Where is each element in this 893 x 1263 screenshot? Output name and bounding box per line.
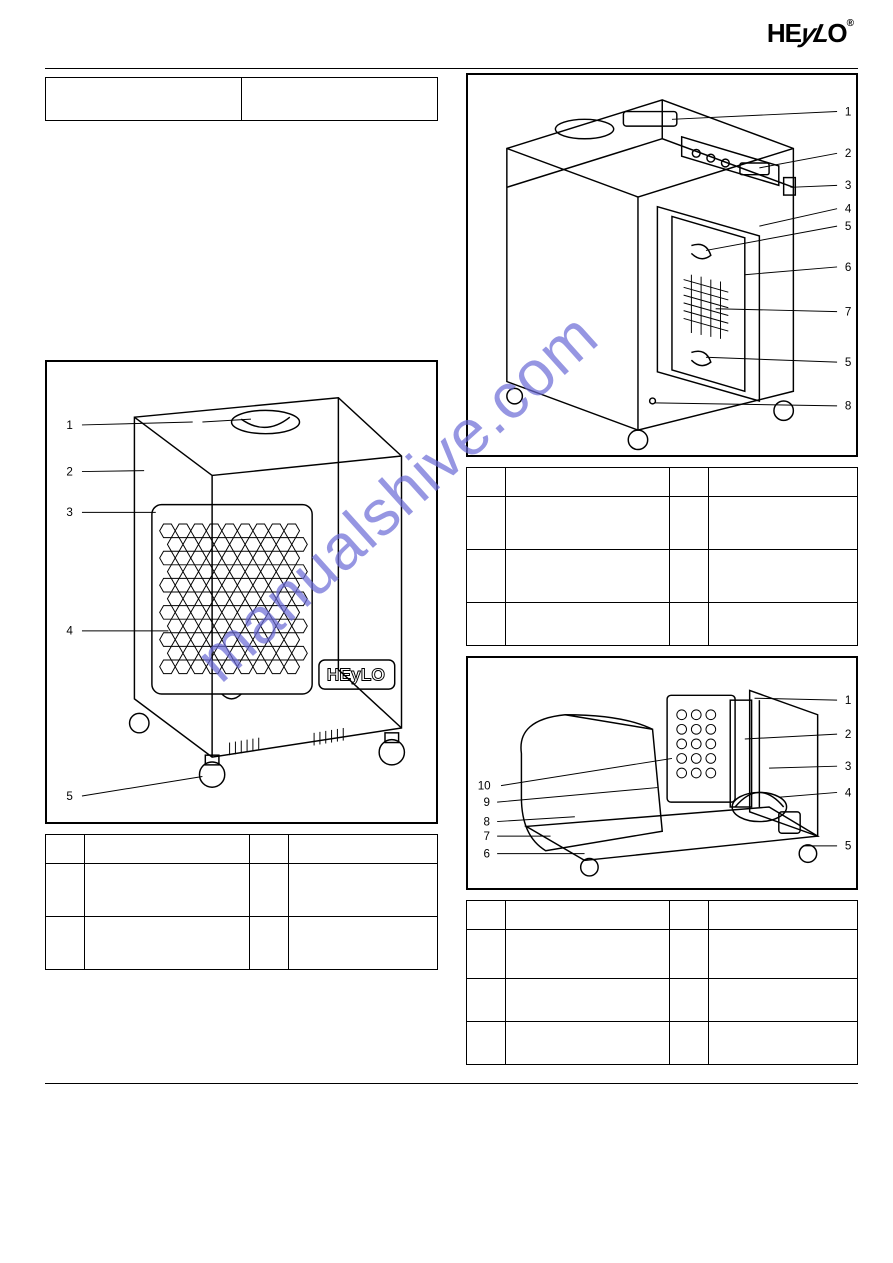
callout-r5b: 5 (844, 356, 850, 369)
table-row (466, 468, 858, 497)
left-column: HEyLO (45, 77, 438, 1065)
callout-o-l8: 8 (483, 815, 489, 828)
callout-1: 1 (66, 419, 72, 432)
table-row (46, 917, 438, 970)
table-row (466, 497, 858, 550)
open-view-svg: 1 2 3 4 5 10 9 8 7 6 (468, 658, 857, 888)
callout-r3: 3 (844, 179, 850, 192)
callout-o-l10: 10 (477, 780, 490, 793)
callout-o-r3: 3 (844, 760, 850, 773)
callout-r5: 5 (844, 220, 850, 233)
parts-table-1 (45, 834, 438, 970)
callout-o-l7: 7 (483, 830, 489, 843)
callout-r2: 2 (844, 147, 850, 160)
trademark-icon: ® (847, 18, 853, 29)
table-row (46, 835, 438, 864)
callout-3: 3 (66, 506, 72, 519)
brand-text-1: HE (767, 18, 801, 48)
callout-r4: 4 (844, 203, 851, 216)
figure-open-view: 1 2 3 4 5 10 9 8 7 6 (466, 656, 859, 890)
table-row (466, 930, 858, 979)
content-columns: HEyLO (45, 77, 858, 1065)
svg-text:HEyLO: HEyLO (327, 664, 385, 684)
rear-view-svg: 1 2 3 4 5 6 7 5 8 (468, 75, 857, 455)
callout-o-r5: 5 (844, 840, 850, 853)
figure-front-view: HEyLO (45, 360, 438, 824)
callout-o-r1: 1 (844, 694, 850, 707)
table-row (466, 550, 858, 603)
header-rule (45, 68, 858, 69)
callout-2: 2 (66, 465, 72, 478)
text-spacer-1 (45, 135, 438, 360)
callout-r7: 7 (844, 306, 850, 319)
callout-r1: 1 (844, 105, 850, 118)
parts-table-3 (466, 900, 859, 1065)
parts-table-2 (466, 467, 859, 646)
callout-o-l9: 9 (483, 796, 489, 809)
callout-r8: 8 (844, 400, 850, 413)
spec-cell-2 (242, 78, 437, 120)
table-row (466, 1022, 858, 1065)
manual-page: HEyLO® manualshive.com (0, 0, 893, 1104)
callout-o-l6: 6 (483, 847, 489, 860)
callout-r6: 6 (844, 261, 850, 274)
front-view-svg: HEyLO (47, 362, 436, 822)
table-row (466, 901, 858, 930)
table-row (466, 979, 858, 1022)
spec-cell-1 (46, 78, 242, 120)
callout-5: 5 (66, 790, 72, 803)
table-row (466, 603, 858, 646)
table-row (46, 864, 438, 917)
footer-rule (45, 1083, 858, 1084)
figure-rear-view: 1 2 3 4 5 6 7 5 8 (466, 73, 859, 457)
callout-o-r4: 4 (844, 786, 851, 799)
right-column: 1 2 3 4 5 6 7 5 8 (466, 77, 859, 1065)
callout-4: 4 (66, 625, 73, 638)
callout-o-r2: 2 (844, 728, 850, 741)
spec-box (45, 77, 438, 121)
brand-logo: HEyLO® (767, 18, 853, 49)
